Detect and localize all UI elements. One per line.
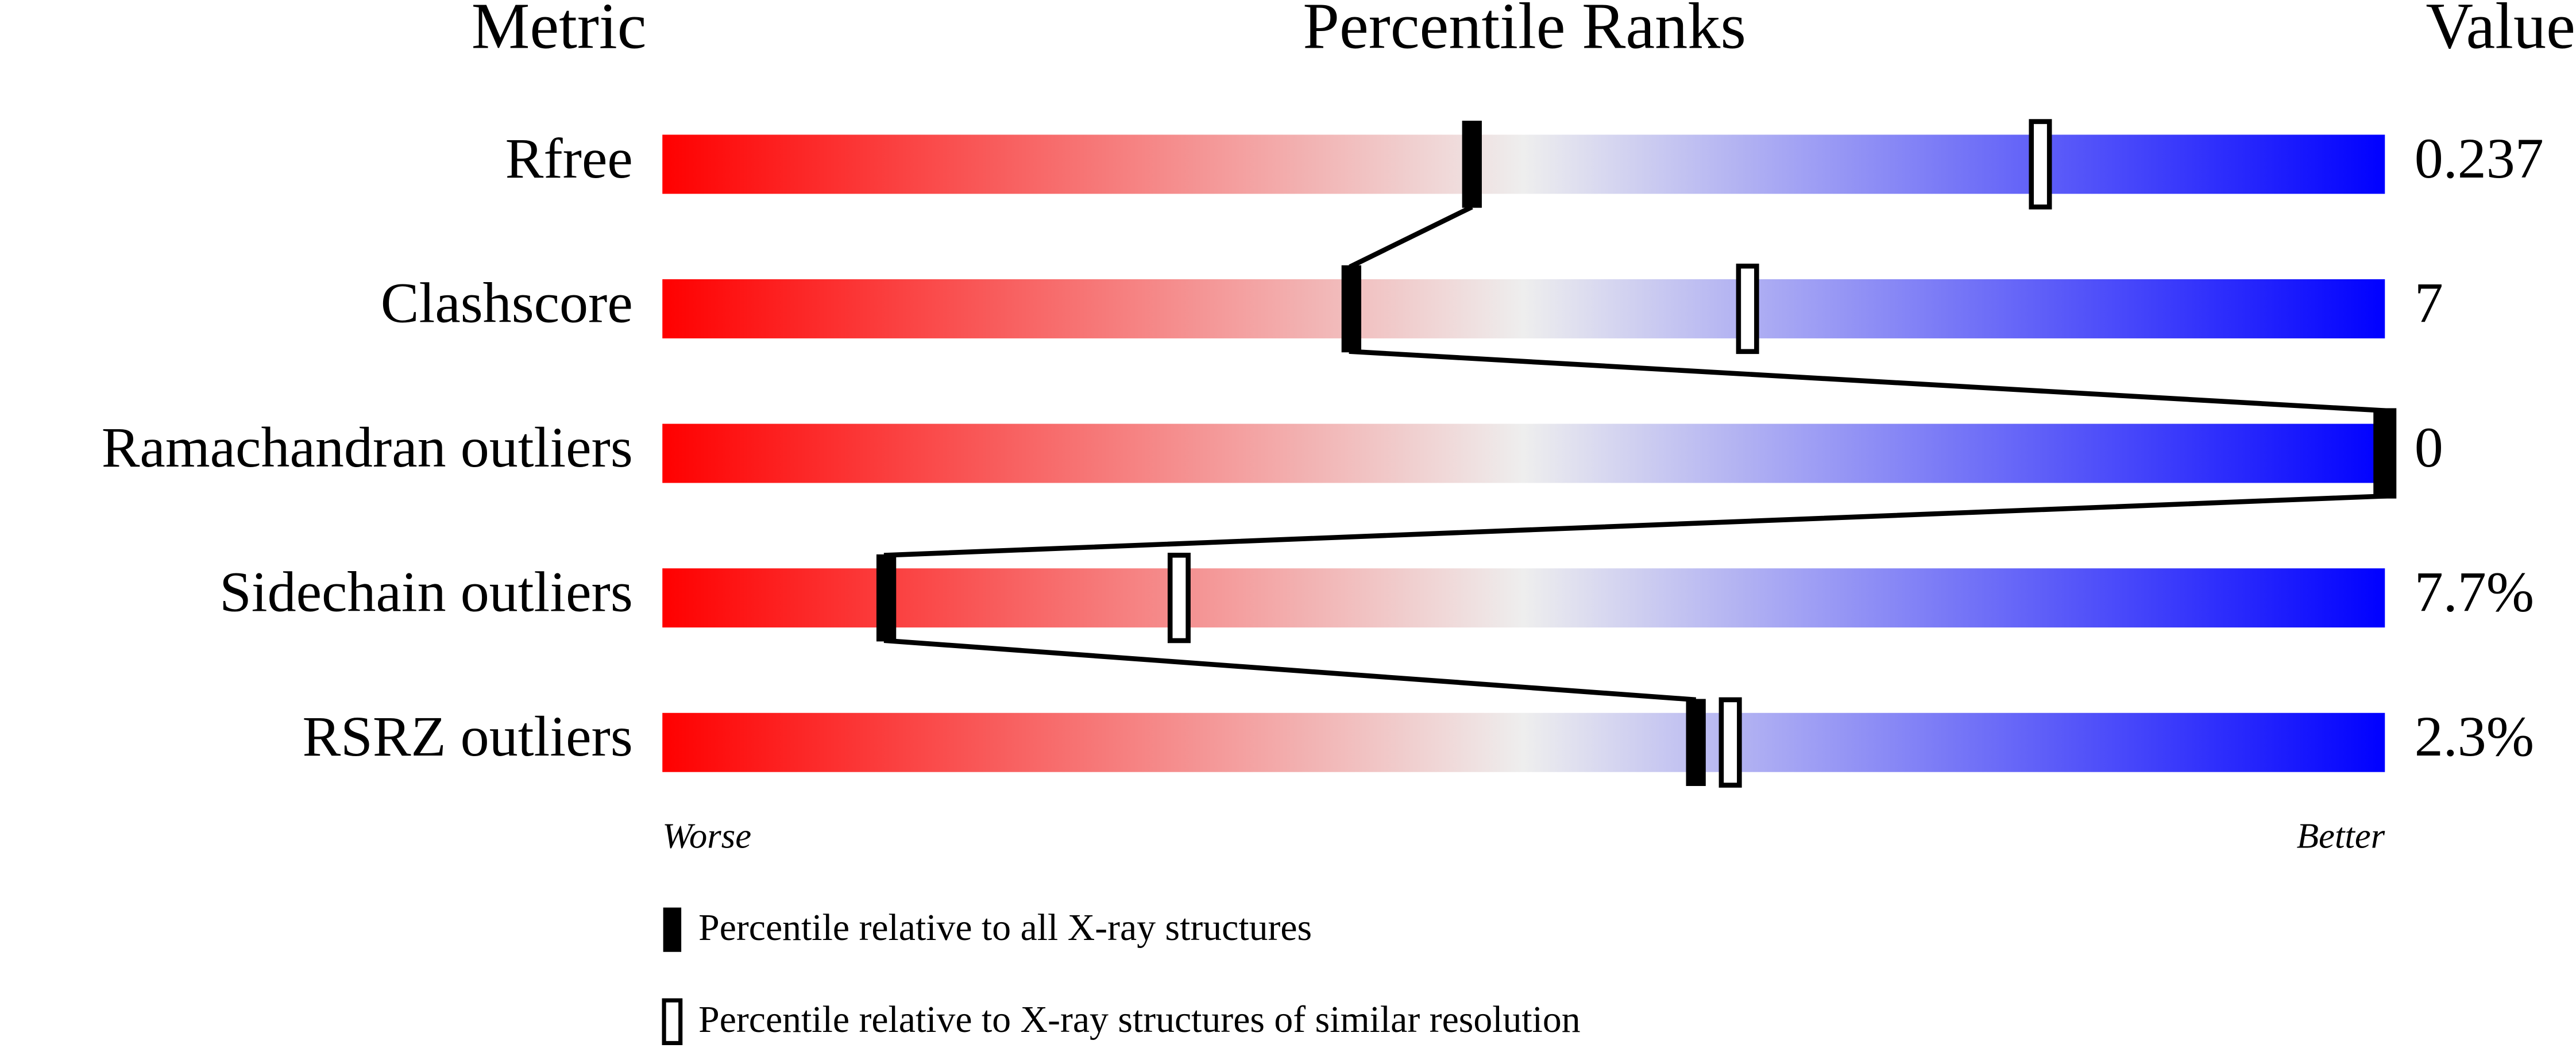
percentile-bar [662,279,2385,338]
worse-label: Worse [662,815,751,856]
all-structures-marker [2375,410,2395,497]
metric-value: 0.237 [2415,126,2544,190]
header: Metric [472,0,647,62]
metric-value: 7.7% [2415,560,2534,624]
legend-swatch [662,998,683,1045]
similar-resolution-marker [1718,697,1742,788]
percentile-bar [662,568,2385,628]
all-structures-marker [876,554,897,642]
metric-label: Sidechain outliers [219,560,633,624]
header: Percentile Ranks [1303,0,1746,62]
metric-value: 7 [2415,271,2443,334]
all-structures-marker [1341,265,1362,353]
percentile-bar [662,134,2385,194]
legend-label: Percentile relative to all X-ray structu… [698,907,1312,949]
metric-label: Rfree [505,126,633,190]
percentile-bar [662,423,2385,483]
similar-resolution-marker [1167,553,1191,644]
metric-label: RSRZ outliers [302,704,632,768]
metric-label: Clashscore [381,271,633,334]
metric-value: 0 [2415,415,2443,479]
similar-resolution-marker [2029,119,2052,210]
similar-resolution-marker [1736,263,1759,355]
percentile-bar [662,712,2385,772]
all-structures-marker [1686,699,1706,786]
metric-value: 2.3% [2415,704,2534,768]
legend-swatch [663,907,682,952]
all-structures-marker [1462,121,1482,208]
legend-label: Percentile relative to X-ray structures … [698,999,1581,1041]
better-label: Better [2297,815,2385,856]
header: Value [2426,0,2575,62]
metric-label: Ramachandran outliers [102,415,633,479]
